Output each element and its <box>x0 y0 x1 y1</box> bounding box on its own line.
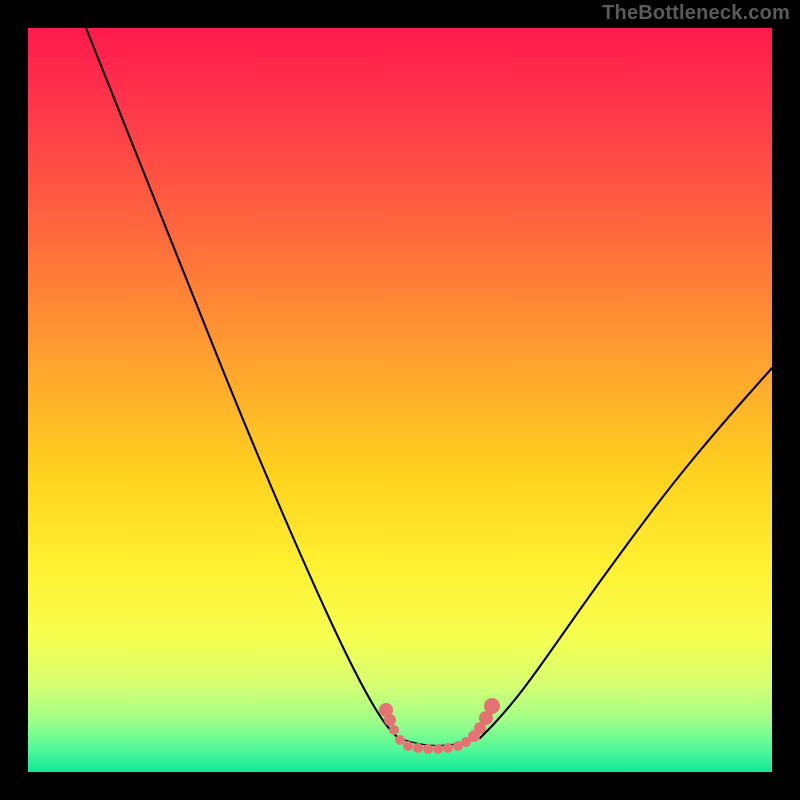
valley-marker <box>395 735 405 745</box>
curve-layer <box>28 28 772 772</box>
valley-marker <box>413 743 423 753</box>
valley-markers <box>379 698 500 754</box>
valley-marker <box>484 698 500 714</box>
plot-area <box>28 28 772 772</box>
curve-right-branch <box>480 368 772 738</box>
valley-marker <box>443 743 453 753</box>
valley-marker <box>403 741 413 751</box>
curve-left-branch <box>86 28 398 738</box>
valley-marker <box>423 744 433 754</box>
chart-root: TheBottleneck.com <box>0 0 800 800</box>
valley-marker <box>389 725 399 735</box>
watermark-text: TheBottleneck.com <box>602 2 790 25</box>
valley-marker <box>384 714 396 726</box>
valley-marker <box>433 744 443 754</box>
